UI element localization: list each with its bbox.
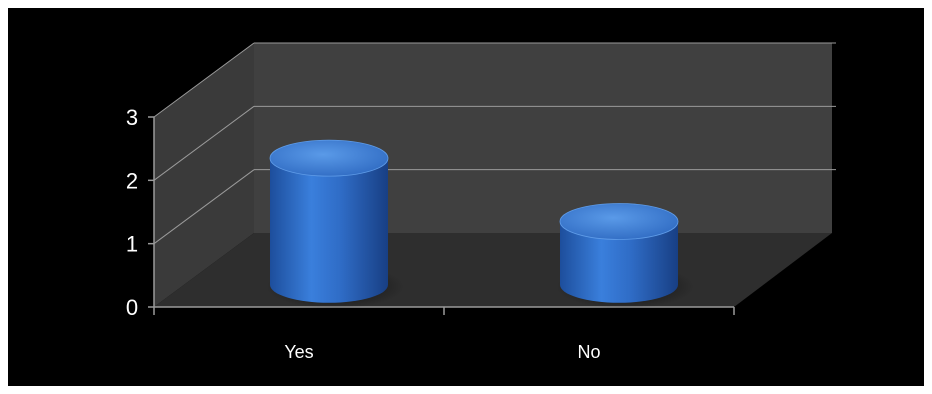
gridline-side-3 bbox=[153, 42, 255, 118]
y-tick-label-1: 1 bbox=[126, 232, 138, 257]
bar-top-Yes bbox=[269, 139, 389, 177]
chart-frame: 0 1 2 3 Yes No bbox=[8, 8, 924, 386]
side-wall bbox=[154, 43, 254, 307]
tick-labels: 0 1 2 3 Yes No bbox=[126, 105, 601, 362]
x-tick-label-No: No bbox=[577, 342, 600, 362]
bar-Yes bbox=[270, 158, 388, 303]
gridline-side-2 bbox=[153, 105, 255, 181]
bar-No bbox=[560, 221, 678, 303]
bar-chart: 0 1 2 3 Yes No bbox=[126, 42, 836, 362]
bars bbox=[266, 139, 694, 309]
axis-ticks bbox=[148, 116, 735, 315]
back-wall bbox=[254, 43, 832, 233]
y-tick-label-2: 2 bbox=[126, 168, 138, 193]
y-tick-label-3: 3 bbox=[126, 105, 138, 130]
y-tick-label-0: 0 bbox=[126, 295, 138, 320]
gridline-side-1 bbox=[153, 169, 255, 245]
x-tick-label-Yes: Yes bbox=[284, 342, 313, 362]
bar-top-No bbox=[559, 203, 679, 240]
floor bbox=[154, 233, 832, 307]
